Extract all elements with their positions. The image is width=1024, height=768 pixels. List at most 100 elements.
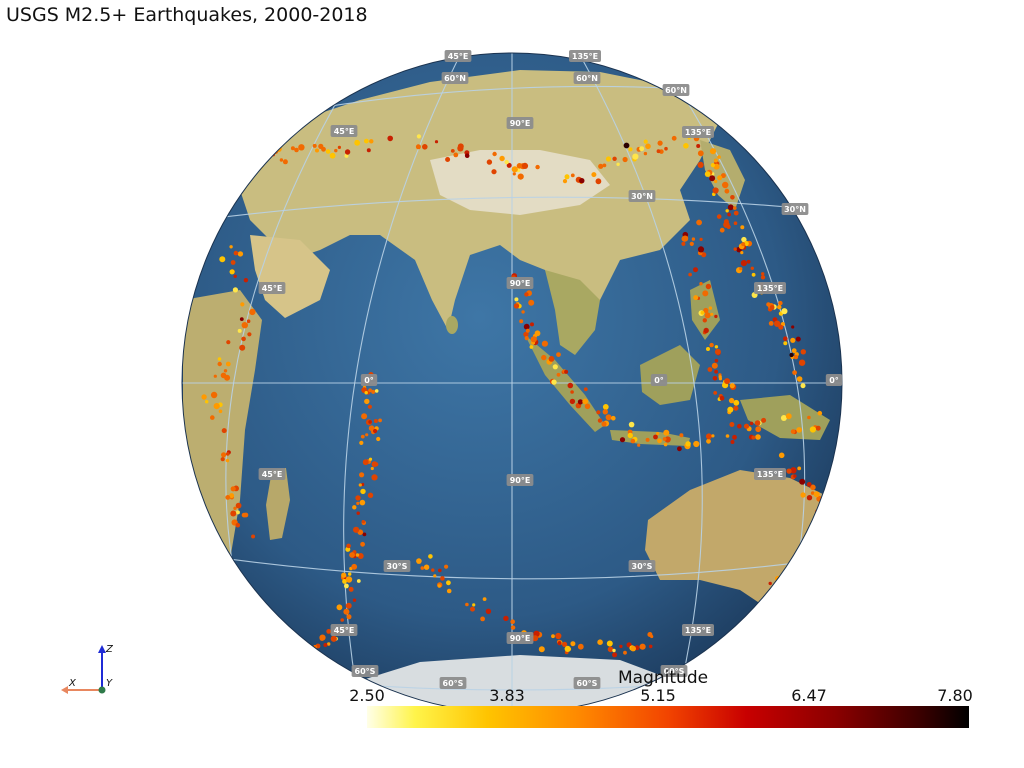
earthquake-point xyxy=(344,583,349,589)
earthquake-point xyxy=(827,530,834,536)
earthquake-point xyxy=(387,135,394,142)
graticule-label: 60°S xyxy=(573,677,601,689)
earthquake-point xyxy=(648,644,653,649)
earthquake-point xyxy=(657,438,662,444)
earthquake-point xyxy=(696,144,701,148)
earthquake-point xyxy=(816,577,821,582)
earthquake-point xyxy=(697,161,704,168)
earthquake-point xyxy=(760,275,766,280)
earthquake-point xyxy=(552,364,558,370)
earthquake-point xyxy=(820,549,827,556)
earthquake-point xyxy=(352,505,357,510)
page-title: USGS M2.5+ Earthquakes, 2000-2018 xyxy=(6,4,368,26)
svg-text:45°E: 45°E xyxy=(448,52,469,61)
earthquake-point xyxy=(415,144,421,150)
earthquake-point xyxy=(438,568,442,573)
earthquake-point xyxy=(420,566,425,570)
earthquake-point xyxy=(705,433,712,440)
svg-text:0°: 0° xyxy=(364,376,374,385)
earthquake-point xyxy=(796,427,802,433)
earthquake-point xyxy=(637,443,641,447)
earthquake-point xyxy=(746,259,751,264)
earthquake-point xyxy=(256,162,264,170)
earthquake-point xyxy=(598,163,604,169)
earthquake-point xyxy=(368,457,373,461)
earthquake-point xyxy=(241,336,246,342)
earthquake-point xyxy=(342,579,347,584)
earthquake-point xyxy=(818,544,822,548)
earthquake-point xyxy=(733,210,739,216)
earthquake-point xyxy=(724,188,730,194)
earthquake-point xyxy=(334,148,338,153)
earthquake-point xyxy=(804,571,809,576)
earthquake-point xyxy=(485,608,492,614)
earthquake-point xyxy=(712,187,719,194)
earthquake-point xyxy=(720,173,726,179)
earthquake-point xyxy=(457,143,464,150)
earthquake-point xyxy=(532,635,539,642)
earthquake-point xyxy=(538,646,545,653)
earthquake-point xyxy=(213,374,217,378)
earthquake-point xyxy=(741,242,746,247)
colorbar xyxy=(367,706,969,728)
earthquake-point xyxy=(719,395,725,401)
earthquake-point xyxy=(315,148,319,153)
earthquake-point xyxy=(710,163,716,168)
earthquake-point xyxy=(663,442,668,447)
y-axis-dot xyxy=(98,686,106,694)
earthquake-point xyxy=(230,486,236,492)
earthquake-point xyxy=(743,423,750,429)
graticule-label: 0° xyxy=(825,374,843,386)
earthquake-point xyxy=(612,652,618,658)
earthquake-point xyxy=(364,398,370,405)
earthquake-point xyxy=(597,418,603,423)
earthquake-point xyxy=(733,206,737,210)
earthquake-point xyxy=(217,357,222,361)
earthquake-point xyxy=(739,267,743,271)
earthquake-point xyxy=(371,389,376,394)
earthquake-point xyxy=(733,247,737,251)
earthquake-point xyxy=(233,250,239,256)
earthquake-point xyxy=(810,484,816,491)
earthquake-point xyxy=(819,543,824,548)
earthquake-point xyxy=(639,146,645,152)
earthquake-point xyxy=(557,641,562,646)
earthquake-point xyxy=(810,491,815,495)
earthquake-point xyxy=(359,472,365,478)
earthquake-point xyxy=(792,370,797,375)
earthquake-point xyxy=(616,162,620,166)
earthquake-point xyxy=(803,572,808,577)
land-srilanka xyxy=(446,316,458,334)
svg-text:90°E: 90°E xyxy=(510,634,531,643)
earthquake-point xyxy=(789,352,794,358)
svg-text:135°E: 135°E xyxy=(757,284,783,293)
earthquake-point xyxy=(817,410,823,416)
earthquake-point xyxy=(511,166,518,173)
earthquake-point xyxy=(709,148,717,155)
graticule-label: 60°S xyxy=(351,665,379,677)
earthquake-point xyxy=(374,389,379,393)
earthquake-point xyxy=(570,641,576,647)
earthquake-point xyxy=(689,241,694,246)
earthquake-point xyxy=(235,510,240,515)
svg-text:30°N: 30°N xyxy=(631,192,653,201)
earthquake-point xyxy=(751,272,756,277)
earthquake-point xyxy=(707,367,713,372)
earthquake-point xyxy=(529,345,534,349)
earthquake-point xyxy=(373,419,378,423)
earthquake-point xyxy=(725,434,730,438)
earthquake-point xyxy=(806,482,812,487)
earthquake-point xyxy=(440,576,445,581)
earthquake-point xyxy=(224,374,231,381)
earthquake-point xyxy=(345,576,353,583)
earthquake-point xyxy=(597,639,603,645)
earthquake-point xyxy=(730,440,735,444)
earthquake-point xyxy=(705,283,712,290)
earthquake-point xyxy=(510,619,515,624)
earthquake-point xyxy=(499,155,505,162)
earthquake-point xyxy=(239,317,244,321)
earthquake-point xyxy=(551,634,555,639)
earthquake-point xyxy=(761,272,765,276)
